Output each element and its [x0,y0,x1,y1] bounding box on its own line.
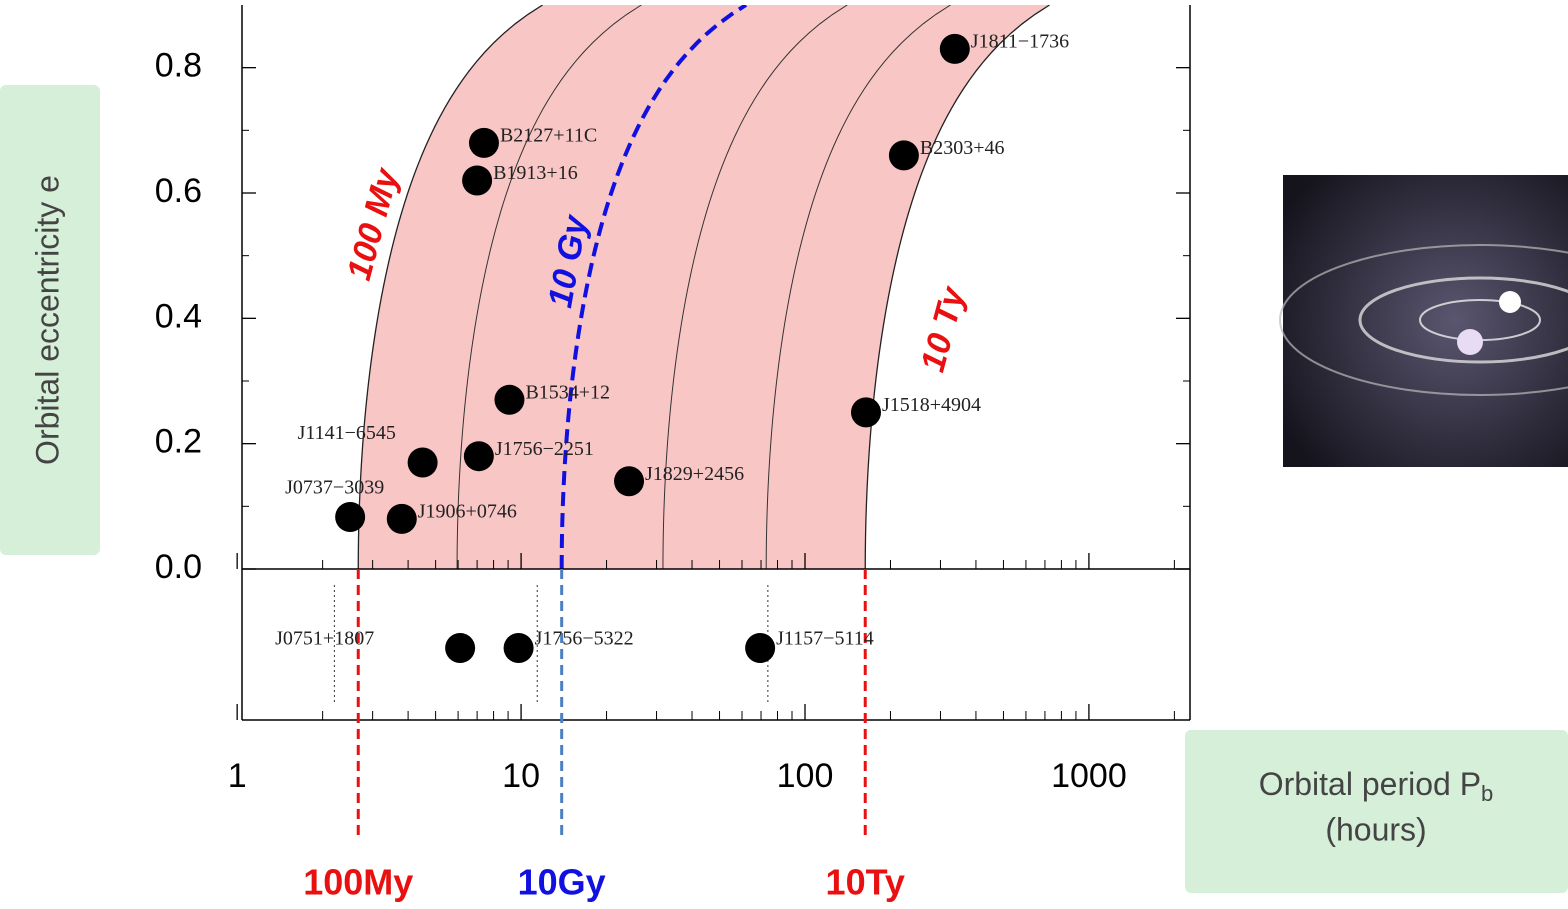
pulsar-point [888,140,919,171]
lifetime-curve [559,5,748,569]
pulsar-label: B2303+46 [920,137,1005,159]
x-axis-unit: (hours) [1325,811,1426,847]
x-tick-label: 10 [502,757,540,795]
pulsar-point [407,447,438,478]
isochrone [662,5,848,569]
lifetime-label: 100My [303,862,413,903]
lifetime-curve [864,5,1050,569]
y-tick-label: 0.8 [155,47,202,85]
pulsar-label: B2127+11C [500,124,597,146]
x-axis-label: Orbital period Pb [1259,766,1494,805]
pulsar-point [939,33,970,64]
y-axis-label: Orbital eccentricity e [29,175,65,465]
pulsar-point [850,397,881,428]
circular-pulsar-point [745,633,776,663]
pulsar-label: B1534+12 [525,381,610,403]
y-tick-label: 0.6 [155,172,202,210]
pulsar-label: J1811−1736 [971,30,1069,52]
x-label-sub: b [1481,781,1493,806]
circular-pulsar-label: J1756−5322 [535,628,634,650]
lifetime-label: 10Gy [518,862,606,903]
pulsar-label: J1518+4904 [882,394,981,416]
lifetime-band [358,5,1050,569]
pulsar-point [386,503,417,534]
circular-pulsar-label: J1157−5114 [776,628,874,650]
x-tick-label: 100 [777,757,834,795]
lifetime-curve [357,5,543,569]
y-label-box [0,85,100,555]
isochrone [456,5,642,569]
pulsar-label: B1913+16 [493,162,578,184]
lifetime-label: 10Ty [826,862,905,903]
pulsar-label: J1141−6545 [298,422,396,444]
pulsar-label: J0737−3039 [285,477,384,499]
y-tick-label: 0.4 [155,297,202,335]
x-label-main: Orbital period P [1259,766,1481,802]
x-tick-label: 1000 [1051,757,1127,795]
y-tick-label: 0.0 [155,548,202,586]
isochrone [765,5,951,569]
pulsar-point [468,127,499,158]
pulsar-label: J1906+0746 [418,500,517,522]
y-tick-label: 0.2 [155,423,202,461]
pulsar-point [462,165,493,196]
pulsar-point [463,441,494,472]
pulsar-label: J1756−2251 [495,438,594,460]
circular-pulsar-label: J0751+1807 [275,628,374,650]
pulsar-point [614,466,645,497]
x-tick-label: 1 [228,757,247,795]
band-group [357,5,1050,569]
pulsar-point [494,384,525,415]
circular-pulsar-point [445,633,476,663]
x-label-box [1185,730,1568,893]
curve-label: 10 Ty [914,281,973,376]
pulsar-label: J1829+2456 [645,463,744,485]
binary-image [1279,175,1568,467]
circular-pulsar-point [503,633,534,663]
pulsar-point [335,501,366,532]
